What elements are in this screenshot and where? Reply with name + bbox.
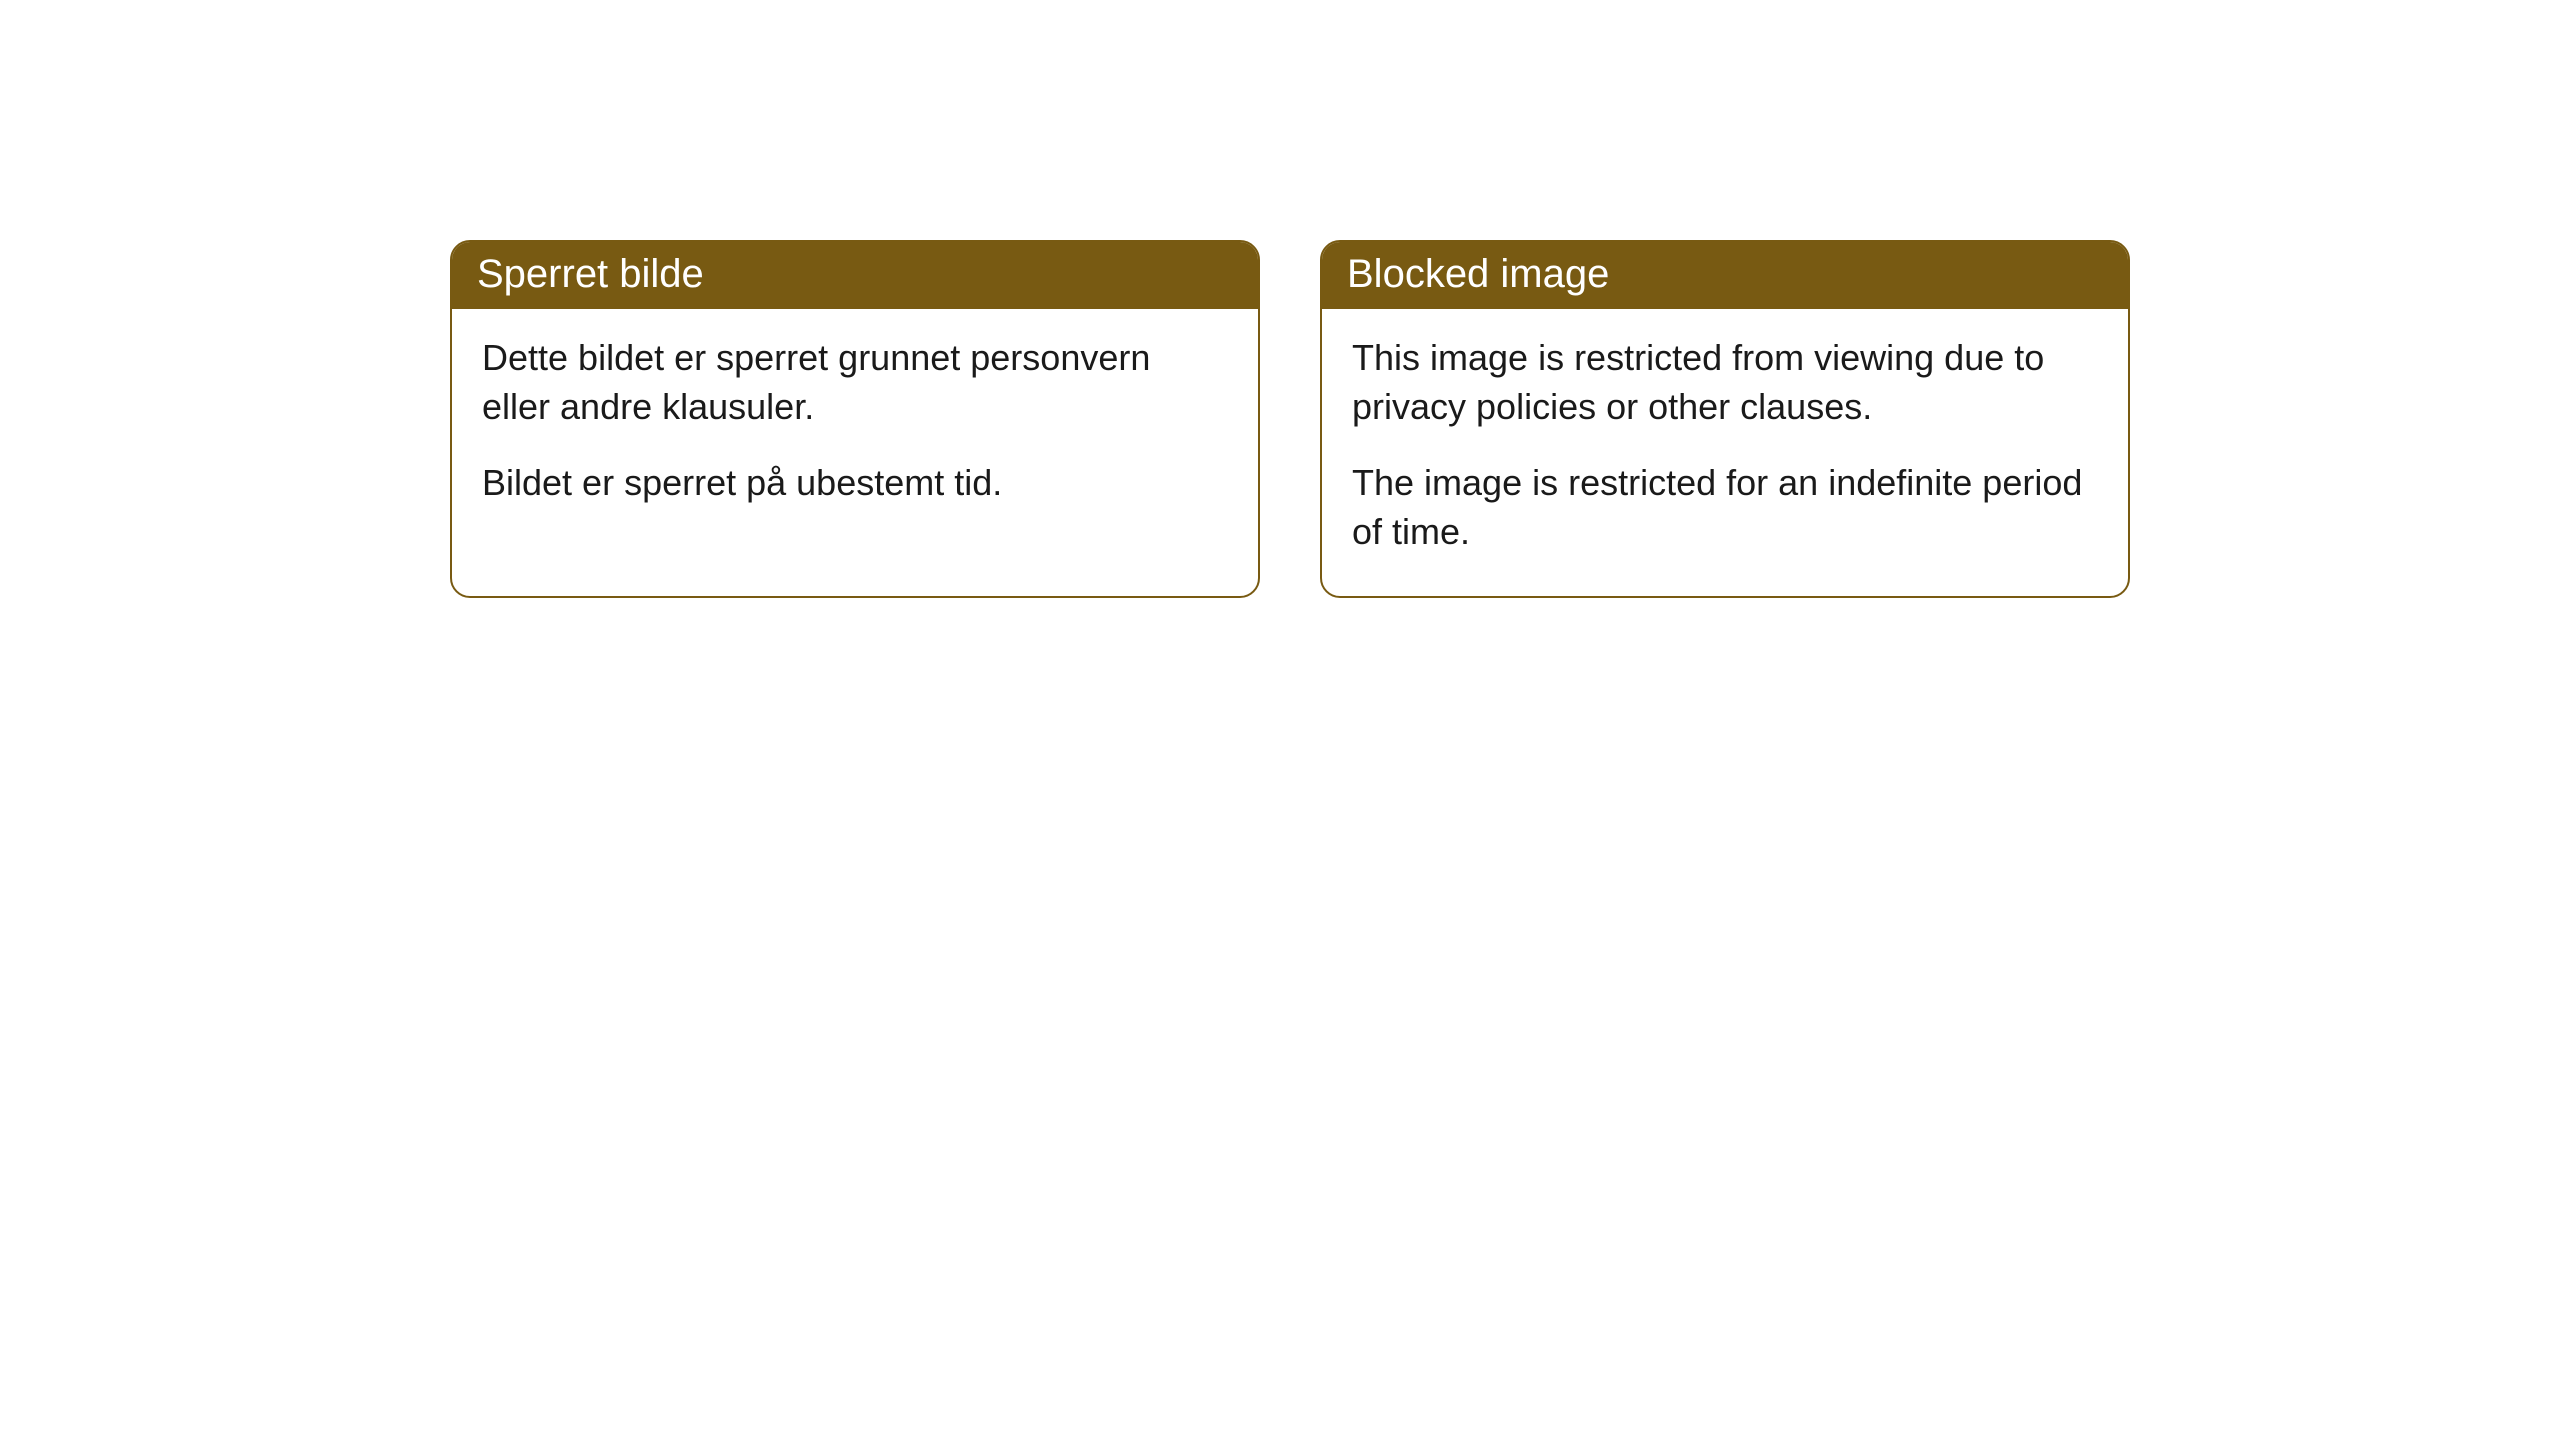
cards-container: Sperret bilde Dette bildet er sperret gr… — [0, 0, 2560, 598]
card-paragraph: The image is restricted for an indefinit… — [1352, 459, 2098, 556]
blocked-image-card-en: Blocked image This image is restricted f… — [1320, 240, 2130, 598]
blocked-image-card-no: Sperret bilde Dette bildet er sperret gr… — [450, 240, 1260, 598]
card-paragraph: This image is restricted from viewing du… — [1352, 334, 2098, 431]
card-paragraph: Dette bildet er sperret grunnet personve… — [482, 334, 1228, 431]
card-body: Dette bildet er sperret grunnet personve… — [452, 309, 1258, 548]
card-body: This image is restricted from viewing du… — [1322, 309, 2128, 596]
card-title: Blocked image — [1322, 242, 2128, 309]
card-paragraph: Bildet er sperret på ubestemt tid. — [482, 459, 1228, 508]
card-title: Sperret bilde — [452, 242, 1258, 309]
